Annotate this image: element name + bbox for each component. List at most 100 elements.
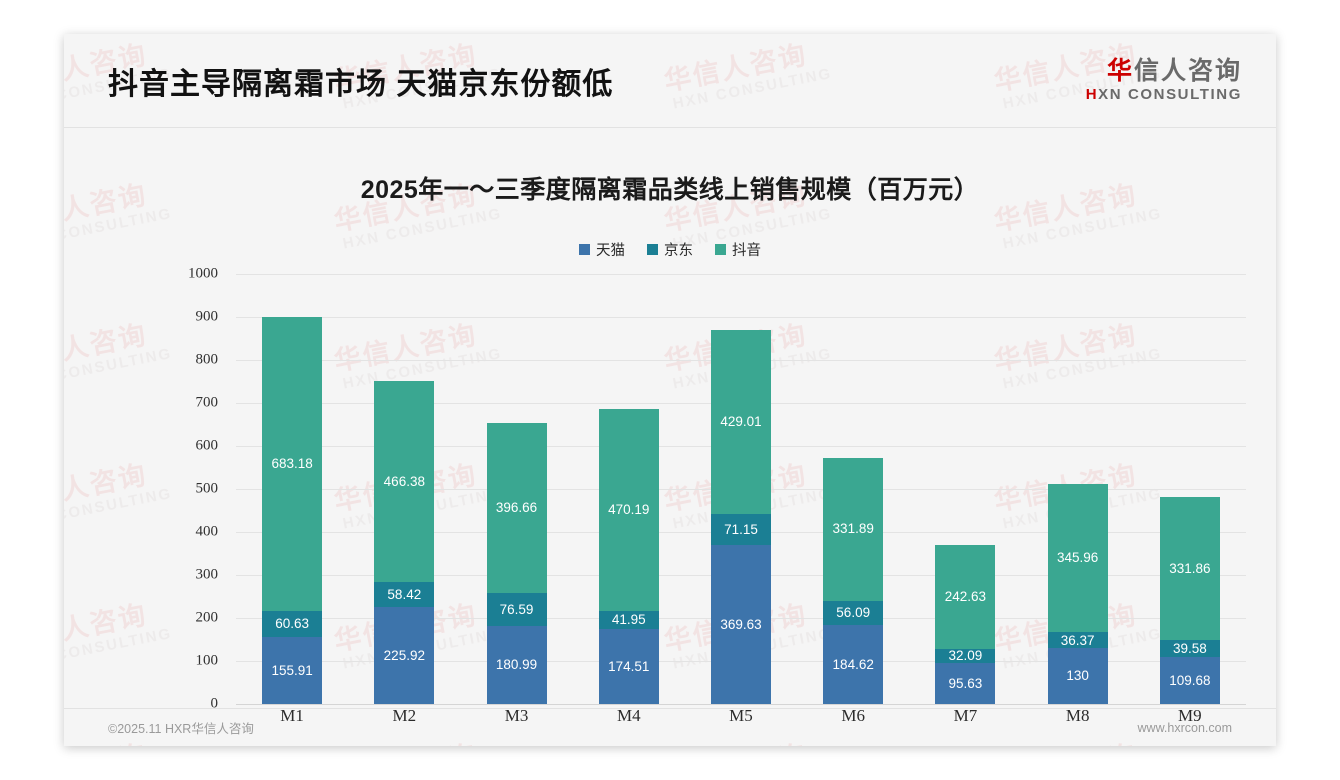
bar-segment-抖音[interactable]: 470.19 bbox=[598, 408, 659, 611]
legend-item-京东[interactable]: 京东 bbox=[647, 239, 693, 260]
bar-group-M3[interactable]: 396.66 76.59 180.99 bbox=[486, 274, 547, 704]
grid-line bbox=[236, 317, 1246, 318]
logo-english-text: HXN CONSULTING bbox=[1086, 87, 1242, 103]
bar-value-label: 109.68 bbox=[1169, 672, 1211, 688]
bar-value-label: 41.95 bbox=[611, 612, 646, 628]
bar-segment-天猫[interactable]: 369.63 bbox=[710, 545, 771, 704]
x-axis-tick-M5: M5 bbox=[729, 706, 753, 725]
bar-value-label: 470.19 bbox=[608, 502, 650, 518]
bar-group-M9[interactable]: 331.86 39.58 109.68 bbox=[1159, 274, 1220, 704]
bar-value-label: 95.63 bbox=[948, 675, 983, 691]
bar-value-label: 39.58 bbox=[1172, 640, 1207, 656]
bar-segment-天猫[interactable]: 184.62 bbox=[823, 624, 884, 704]
x-axis-tick-M8: M8 bbox=[1065, 706, 1090, 725]
bar-segment-京东[interactable]: 58.42 bbox=[374, 581, 435, 607]
logo-cn-rest: 信人咨询 bbox=[1133, 57, 1242, 85]
bar-segment-抖音[interactable]: 331.86 bbox=[1159, 497, 1220, 640]
bar-segment-抖音[interactable]: 429.01 bbox=[710, 330, 771, 515]
bar-value-label: 683.18 bbox=[271, 456, 313, 472]
logo-en-rest: XN CONSULTING bbox=[1098, 86, 1242, 104]
chart-title: 2025年一～三季度隔离霜品类线上销售规模（百万元） bbox=[360, 176, 980, 204]
bar-segment-京东[interactable]: 76.59 bbox=[486, 593, 547, 627]
bar-value-label: 331.86 bbox=[1169, 560, 1211, 576]
bar-value-label: 56.09 bbox=[836, 604, 871, 620]
bar-segment-天猫[interactable]: 95.63 bbox=[935, 662, 996, 704]
bar-value-label: 60.63 bbox=[275, 616, 309, 632]
bar-segment-天猫[interactable]: 180.99 bbox=[486, 626, 547, 704]
bar-segment-京东[interactable]: 56.09 bbox=[823, 600, 884, 625]
y-axis-tick-label: 1000 bbox=[188, 265, 218, 282]
bar-value-label: 225.92 bbox=[383, 647, 425, 663]
bar-value-label: 180.99 bbox=[495, 657, 538, 673]
bar-value-label: 429.01 bbox=[720, 414, 762, 430]
y-axis-tick-label: 300 bbox=[195, 566, 219, 583]
bar-value-label: 58.42 bbox=[387, 586, 422, 602]
x-axis-tick-M9: M9 bbox=[1178, 706, 1202, 725]
bar-segment-天猫[interactable]: 225.92 bbox=[374, 606, 435, 704]
footer-website: www.hxrcon.com bbox=[1137, 720, 1232, 735]
bar-group-M4[interactable]: 470.19 41.95 174.51 bbox=[598, 274, 659, 704]
bar-group-M6[interactable]: 331.89 56.09 184.62 bbox=[823, 274, 884, 704]
bar-value-label: 32.09 bbox=[948, 648, 983, 664]
legend-swatch-icon bbox=[715, 244, 726, 255]
legend-swatch-icon bbox=[579, 244, 590, 255]
bar-group-M5[interactable]: 429.01 71.15 369.63 bbox=[710, 274, 771, 704]
bar-segment-京东[interactable]: 32.09 bbox=[935, 648, 996, 664]
bar-group-M7[interactable]: 242.63 32.09 95.63 bbox=[935, 274, 996, 704]
bar-value-label: 174.51 bbox=[608, 658, 650, 674]
bar-value-label: 331.89 bbox=[832, 521, 874, 537]
bar-group-M8[interactable]: 345.96 36.37 130 bbox=[1047, 274, 1108, 704]
bar-segment-天猫[interactable]: 130 bbox=[1047, 648, 1108, 704]
bar-segment-京东[interactable]: 60.63 bbox=[262, 610, 323, 637]
x-axis-tick-M6: M6 bbox=[841, 706, 866, 725]
bar-segment-天猫[interactable]: 109.68 bbox=[1159, 656, 1220, 704]
bar-value-label: 36.37 bbox=[1060, 632, 1095, 648]
header-bar: 抖音主导隔离霜市场 天猫京东份额低 华信人咨询 HXN CONSULTING bbox=[64, 34, 1276, 128]
legend-label: 抖音 bbox=[732, 243, 761, 259]
bar-value-label: 369.63 bbox=[720, 616, 762, 632]
logo-en-red-char: H bbox=[1085, 86, 1099, 104]
page-title: 抖音主导隔离霜市场 天猫京东份额低 bbox=[108, 67, 614, 101]
footer-copyright: ©2025.11 HXR华信人咨询 bbox=[108, 722, 254, 736]
chart-legend: 天猫 京东 抖音 bbox=[64, 239, 1276, 260]
bar-segment-抖音[interactable]: 466.38 bbox=[374, 381, 435, 582]
bar-segment-天猫[interactable]: 174.51 bbox=[598, 628, 659, 704]
legend-item-抖音[interactable]: 抖音 bbox=[715, 239, 761, 260]
bar-value-label: 345.96 bbox=[1056, 550, 1099, 566]
bar-value-label: 130 bbox=[1066, 668, 1089, 684]
y-axis: 1000 900 800 700 600 500 400 300 200 100 0 bbox=[164, 266, 226, 712]
legend-label: 京东 bbox=[664, 243, 693, 259]
grid-area: 683.18 60.63 155.91 466.38 58.42 225.92 396.66… bbox=[236, 274, 1246, 705]
bar-segment-京东[interactable]: 36.37 bbox=[1047, 632, 1108, 649]
bar-segment-抖音[interactable]: 331.89 bbox=[823, 457, 884, 601]
bar-segment-京东[interactable]: 41.95 bbox=[598, 610, 659, 629]
bar-segment-抖音[interactable]: 683.18 bbox=[262, 317, 323, 611]
bar-group-M2[interactable]: 466.38 58.42 225.92 bbox=[374, 274, 435, 704]
company-logo: 华信人咨询 HXN CONSULTING bbox=[1086, 58, 1242, 103]
grid-line bbox=[236, 704, 1246, 705]
bar-segment-京东[interactable]: 71.15 bbox=[710, 514, 771, 546]
bar-segment-抖音[interactable]: 396.66 bbox=[486, 422, 547, 594]
bar-segment-天猫[interactable]: 155.91 bbox=[262, 636, 323, 704]
x-axis-tick-M4: M4 bbox=[616, 706, 641, 725]
bar-segment-京东[interactable]: 39.58 bbox=[1159, 639, 1220, 657]
legend-swatch-icon bbox=[647, 244, 658, 255]
legend-item-天猫[interactable]: 天猫 bbox=[579, 239, 625, 260]
bar-group-M1[interactable]: 683.18 60.63 155.91 bbox=[262, 274, 323, 704]
y-axis-tick-label: 500 bbox=[195, 480, 219, 497]
footer-bar: ©2025.11 HXR华信人咨询 www.hxrcon.com bbox=[64, 708, 1276, 746]
y-axis-tick-label: 600 bbox=[195, 437, 219, 454]
x-axis-tick-M1: M1 bbox=[280, 706, 304, 725]
bar-segment-抖音[interactable]: 242.63 bbox=[935, 544, 996, 650]
grid-line bbox=[236, 274, 1246, 275]
y-axis-tick-label: 100 bbox=[195, 652, 219, 669]
bar-value-label: 466.38 bbox=[383, 473, 425, 489]
y-axis-tick-label: 400 bbox=[195, 523, 219, 540]
logo-cn-red-char: 华 bbox=[1106, 57, 1134, 85]
y-axis-tick-label: 900 bbox=[195, 308, 219, 325]
bar-segment-抖音[interactable]: 345.96 bbox=[1047, 483, 1108, 633]
x-axis-tick-M2: M2 bbox=[392, 706, 417, 725]
